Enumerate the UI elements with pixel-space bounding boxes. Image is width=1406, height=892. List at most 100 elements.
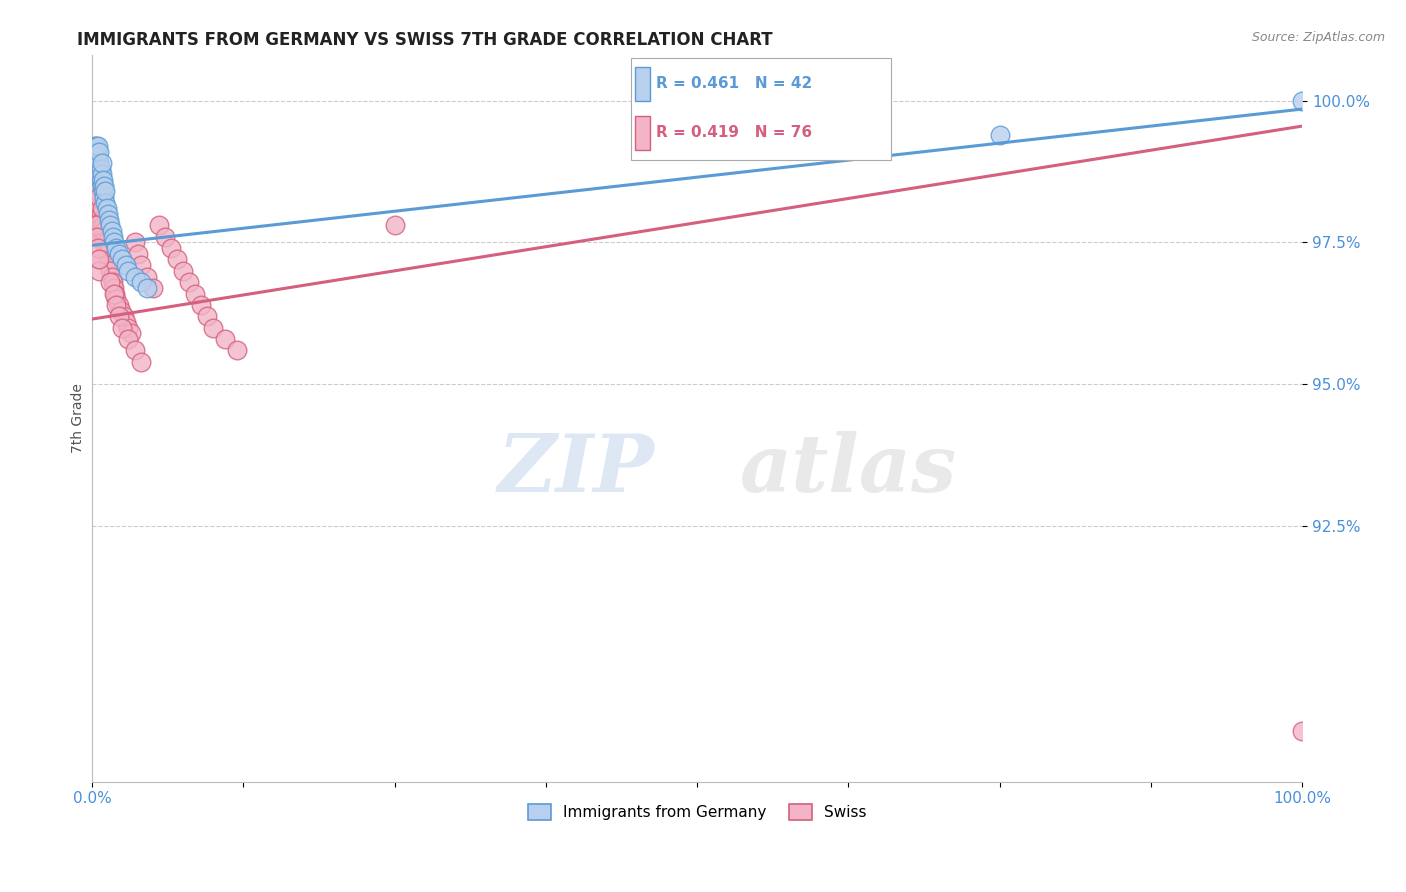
Y-axis label: 7th Grade: 7th Grade <box>72 384 86 453</box>
Point <box>124 235 146 250</box>
Point <box>87 161 110 176</box>
Point <box>120 326 142 341</box>
Point <box>83 145 105 159</box>
Point <box>96 247 118 261</box>
Point <box>112 310 135 324</box>
Point <box>91 185 114 199</box>
Point <box>98 212 121 227</box>
Point <box>98 275 121 289</box>
Point <box>90 161 112 176</box>
Bar <box>636 116 650 150</box>
Point <box>90 224 112 238</box>
Point <box>93 224 115 238</box>
Point <box>184 286 207 301</box>
Point <box>89 252 111 267</box>
Point <box>87 207 110 221</box>
Point <box>129 258 152 272</box>
Point <box>89 264 111 278</box>
Point <box>98 258 121 272</box>
Point <box>94 195 117 210</box>
Point <box>129 354 152 368</box>
Point <box>90 219 112 233</box>
Point <box>135 269 157 284</box>
Point <box>148 219 170 233</box>
Point <box>202 320 225 334</box>
Point <box>82 185 104 199</box>
Point <box>93 190 115 204</box>
Point <box>94 241 117 255</box>
Point <box>214 332 236 346</box>
Point <box>1291 94 1313 108</box>
Point <box>90 156 112 170</box>
Point <box>105 292 128 306</box>
Point <box>90 173 112 187</box>
Text: R = 0.461   N = 42: R = 0.461 N = 42 <box>657 77 813 91</box>
Text: IMMIGRANTS FROM GERMANY VS SWISS 7TH GRADE CORRELATION CHART: IMMIGRANTS FROM GERMANY VS SWISS 7TH GRA… <box>77 31 773 49</box>
Point <box>135 281 157 295</box>
Point <box>90 202 112 216</box>
Point <box>86 145 108 159</box>
Point <box>105 241 128 255</box>
Point <box>86 190 108 204</box>
Bar <box>636 67 650 101</box>
Point <box>105 298 128 312</box>
Point <box>117 320 139 334</box>
Point <box>86 178 108 193</box>
Point <box>98 219 121 233</box>
Point <box>82 150 104 164</box>
Point <box>84 195 107 210</box>
Point <box>86 202 108 216</box>
Point <box>384 219 406 233</box>
Point <box>1291 723 1313 738</box>
Point <box>83 139 105 153</box>
Point <box>153 229 176 244</box>
Point <box>124 269 146 284</box>
Point <box>129 275 152 289</box>
Point <box>84 173 107 187</box>
Point <box>86 156 108 170</box>
Point <box>195 310 218 324</box>
Point <box>115 258 138 272</box>
Point <box>103 235 125 250</box>
Point <box>93 178 115 193</box>
Point <box>110 303 132 318</box>
Point <box>117 264 139 278</box>
Point <box>83 190 105 204</box>
Point <box>90 207 112 221</box>
Point <box>100 224 122 238</box>
Point <box>87 139 110 153</box>
Point <box>177 275 200 289</box>
Point <box>84 139 107 153</box>
Legend: Immigrants from Germany, Swiss: Immigrants from Germany, Swiss <box>522 798 873 826</box>
Point <box>90 212 112 227</box>
Point <box>104 286 127 301</box>
Point <box>160 241 183 255</box>
Point <box>91 229 114 244</box>
Point <box>94 185 117 199</box>
Point <box>90 178 112 193</box>
Point <box>127 247 149 261</box>
Point <box>172 264 194 278</box>
Point <box>111 320 134 334</box>
Point <box>84 185 107 199</box>
Point <box>103 286 125 301</box>
Point <box>101 229 124 244</box>
Point <box>190 298 212 312</box>
Point <box>124 343 146 358</box>
Point <box>91 219 114 233</box>
Point <box>89 167 111 181</box>
Point <box>988 128 1011 142</box>
Text: Source: ZipAtlas.com: Source: ZipAtlas.com <box>1251 31 1385 45</box>
Point <box>87 150 110 164</box>
Point <box>87 241 110 255</box>
Point <box>82 173 104 187</box>
Point <box>87 195 110 210</box>
Point <box>89 190 111 204</box>
Point <box>98 264 121 278</box>
Point <box>96 202 118 216</box>
Point <box>107 310 129 324</box>
Point <box>84 150 107 164</box>
Text: R = 0.419   N = 76: R = 0.419 N = 76 <box>657 126 813 140</box>
Point <box>107 247 129 261</box>
Point <box>107 298 129 312</box>
